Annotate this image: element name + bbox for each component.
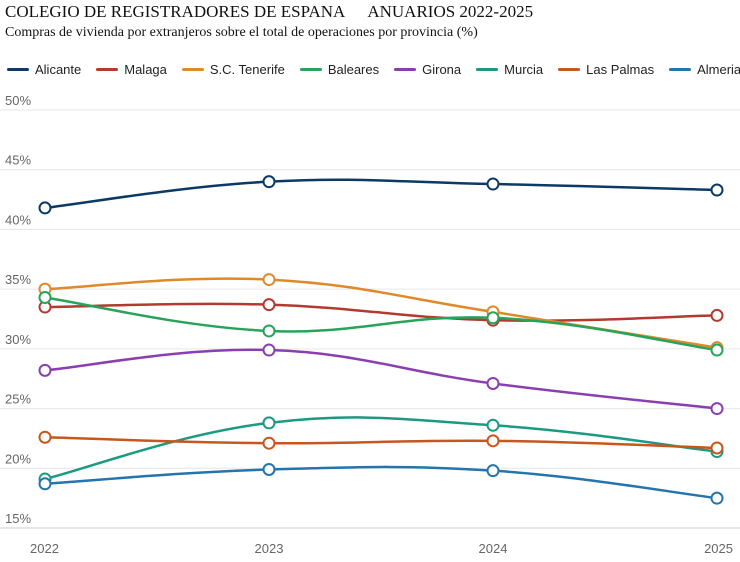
y-tick-label: 15% [5, 511, 31, 526]
legend-label: Girona [422, 62, 462, 77]
legend-swatch [181, 68, 204, 71]
y-tick-label: 20% [5, 451, 31, 466]
data-point-alicante [710, 183, 724, 197]
legend-swatch [96, 68, 119, 71]
legend-label: Malaga [124, 62, 167, 77]
series-line-murcia [44, 416, 718, 481]
legend-swatch [299, 68, 322, 71]
y-tick-label: 40% [5, 212, 31, 227]
data-point-baleares [262, 324, 276, 338]
legend-item: Almeria [669, 62, 740, 77]
y-tick-label: 50% [5, 93, 31, 108]
legend-label: S.C. Tenerife [209, 62, 285, 77]
data-point-murcia [262, 416, 276, 430]
data-point-las-palmas [486, 434, 500, 448]
y-tick-label: 35% [5, 272, 31, 287]
x-tick-label: 2023 [255, 541, 284, 556]
data-point-almeria [710, 491, 724, 505]
data-point-baleares [486, 311, 500, 325]
data-point-almeria [38, 477, 52, 491]
legend-label: Las Palmas [586, 62, 655, 77]
chart-title: COLEGIO DE REGISTRADORES DE ESPANA ANUARI… [5, 2, 533, 22]
data-point-s-c-tenerife [262, 273, 276, 287]
data-point-baleares [710, 343, 724, 357]
series-line-malaga [44, 302, 718, 322]
series-line-alicante [44, 178, 718, 210]
legend-item: Girona [394, 62, 461, 77]
data-point-baleares [38, 291, 52, 305]
chart-title-right: ANUARIOS 2022-2025 [367, 2, 534, 21]
y-tick-label: 45% [5, 153, 31, 168]
data-point-malaga [262, 298, 276, 312]
legend-swatch [558, 68, 581, 71]
legend-label: Murcia [504, 62, 544, 77]
x-tick-label: 2024 [479, 541, 508, 556]
legend-swatch [394, 68, 417, 71]
series-line-baleares [44, 296, 718, 352]
data-point-las-palmas [38, 430, 52, 444]
chart-subtitle: Compras de vivienda por extranjeros sobr… [5, 25, 478, 40]
series-line-las-palmas [44, 435, 718, 450]
legend-item: Malaga [96, 62, 167, 77]
data-point-malaga [710, 308, 724, 322]
data-point-alicante [486, 177, 500, 191]
data-point-alicante [38, 201, 52, 215]
legend-item: Las Palmas [558, 62, 654, 77]
legend-label: Almeria [697, 62, 740, 77]
legend-swatch [669, 68, 692, 71]
legend-label: Baleares [327, 62, 380, 77]
data-point-las-palmas [262, 436, 276, 450]
data-point-alicante [262, 175, 276, 189]
legend-item: Alicante [7, 62, 81, 77]
legend-item: S.C. Tenerife [181, 62, 285, 77]
data-point-almeria [262, 462, 276, 476]
series-line-almeria [44, 465, 718, 500]
x-tick-label: 2025 [704, 541, 733, 556]
y-tick-label: 30% [5, 332, 31, 347]
x-tick-label: 2022 [30, 541, 59, 556]
y-tick-label: 25% [5, 392, 31, 407]
legend-label: Alicante [35, 62, 82, 77]
chart-title-left: COLEGIO DE REGISTRADORES DE ESPANA [5, 2, 346, 21]
series-line-girona [44, 348, 718, 410]
data-point-girona [710, 402, 724, 416]
data-point-las-palmas [710, 441, 724, 455]
legend-swatch [7, 68, 29, 71]
legend-swatch [476, 68, 499, 71]
data-point-girona [38, 363, 52, 377]
data-point-girona [262, 343, 276, 357]
legend-item: Baleares [299, 62, 380, 77]
chart-legend: Alicante Malaga S.C. Tenerife Baleares Giron… [7, 62, 740, 77]
legend-item: Murcia [476, 62, 543, 77]
data-point-almeria [486, 464, 500, 478]
data-point-girona [486, 376, 500, 390]
data-point-murcia [486, 418, 500, 432]
